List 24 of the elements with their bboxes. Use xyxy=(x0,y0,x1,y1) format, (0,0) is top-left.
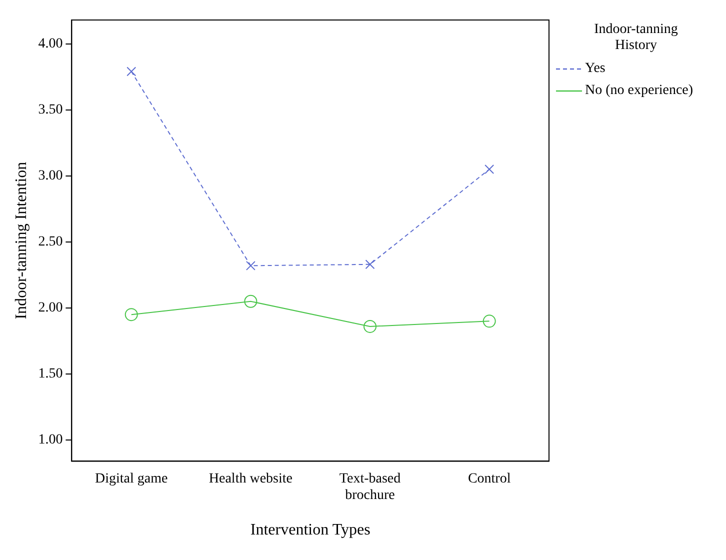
y-tick-label: 1.50 xyxy=(38,366,63,382)
point xyxy=(126,66,136,76)
x-tick-label: Digital game xyxy=(95,471,168,486)
x-tick-label: Text-based brochure xyxy=(339,471,401,504)
y-tick-label: 2.00 xyxy=(38,300,63,316)
legend-title: Indoor-tanning History xyxy=(593,22,679,54)
legend-label: No (no experience) xyxy=(585,83,694,99)
point xyxy=(364,320,377,333)
point xyxy=(484,164,494,174)
y-tick-label: 1.00 xyxy=(38,432,63,448)
point xyxy=(365,260,375,270)
x-axis-title: Intervention Types xyxy=(250,522,370,539)
point xyxy=(124,308,138,322)
point xyxy=(246,260,256,270)
y-tick-label: 3.00 xyxy=(38,168,63,184)
legend-label: Yes xyxy=(585,61,606,77)
y-tick-label: 4.00 xyxy=(38,36,63,52)
y-tick-label: 2.50 xyxy=(38,234,63,250)
y-tick-label: 3.50 xyxy=(38,102,63,118)
point xyxy=(482,314,496,328)
x-tick-label: Control xyxy=(468,471,511,486)
point xyxy=(244,294,258,308)
x-tick-label: Health website xyxy=(208,471,292,486)
y-axis-title: Indoor-tanning Intention xyxy=(12,162,30,320)
